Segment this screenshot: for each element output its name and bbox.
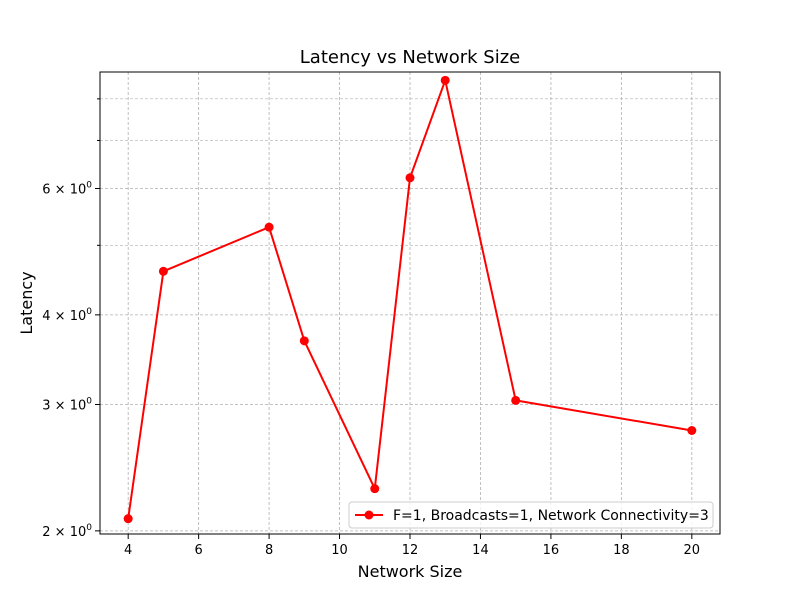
chart-title: Latency vs Network Size <box>300 47 520 68</box>
data-point <box>511 395 521 405</box>
y-tick-label: 2 × 100 <box>42 523 92 540</box>
x-tick-label: 12 <box>402 543 419 558</box>
x-axis-label: Network Size <box>358 562 463 581</box>
data-point <box>264 222 274 232</box>
data-point <box>299 336 309 346</box>
x-axis-ticks: 4 6 8 10 12 14 16 18 20 <box>124 534 700 558</box>
x-tick-label: 4 <box>124 543 132 558</box>
legend-label: F=1, Broadcasts=1, Network Connectivity=… <box>393 508 709 524</box>
x-tick-label: 14 <box>472 543 489 558</box>
y-tick-label: 4 × 100 <box>42 307 92 324</box>
data-point <box>123 514 133 524</box>
series-layer <box>123 75 697 524</box>
x-tick-label: 6 <box>194 543 202 558</box>
data-point <box>158 266 168 276</box>
data-point <box>440 75 450 85</box>
grid <box>100 72 720 534</box>
data-point <box>405 173 415 183</box>
data-point <box>370 484 380 494</box>
y-tick-label: 3 × 100 <box>42 397 92 414</box>
y-axis-ticks: 2 × 100 3 × 100 4 × 100 6 × 100 <box>42 98 100 540</box>
x-tick-label: 8 <box>265 543 273 558</box>
y-axis-label: Latency <box>17 271 36 334</box>
data-point <box>687 425 697 435</box>
x-tick-label: 18 <box>613 543 630 558</box>
x-tick-label: 20 <box>684 543 701 558</box>
y-tick-label: 6 × 100 <box>42 181 92 198</box>
legend: F=1, Broadcasts=1, Network Connectivity=… <box>348 501 714 529</box>
legend-marker <box>364 510 374 520</box>
x-tick-label: 16 <box>543 543 560 558</box>
x-tick-label: 10 <box>331 543 348 558</box>
legend-box <box>348 501 714 529</box>
